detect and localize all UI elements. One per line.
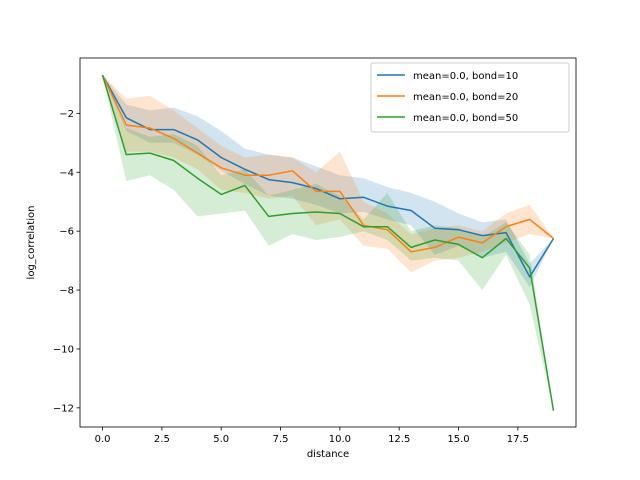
y-axis-ticks: −12 −10 −8 −6 −4 −2	[53, 109, 80, 414]
line-series-1	[101, 74, 555, 278]
confidence-bands	[102, 75, 554, 411]
x-tick-label: 7.5	[273, 434, 289, 445]
y-axis-label: log_correlation	[26, 206, 37, 280]
x-axis-ticks: 0.0 2.5 5.0 7.5 10.0 12.5 15.0 17.5	[95, 427, 529, 445]
y-tick-label: −8	[59, 286, 74, 297]
legend-label-series-1: mean=0.0, bond=10	[413, 71, 518, 82]
axes-frame	[79, 57, 577, 428]
x-axis-label: distance	[307, 449, 349, 460]
line-series-2	[101, 74, 554, 253]
x-tick-label: 2.5	[154, 434, 170, 445]
series-lines	[101, 74, 555, 411]
line-series-3	[101, 74, 555, 411]
legend-box	[370, 62, 570, 133]
y-tick-label: −6	[59, 227, 74, 238]
band-series-1	[102, 75, 554, 288]
x-tick-label: 12.5	[388, 434, 410, 445]
legend: mean=0.0, bond=10 mean=0.0, bond=20 mean=0…	[370, 62, 570, 133]
legend-label-series-3: mean=0.0, bond=50	[413, 113, 518, 124]
band-series-2	[102, 75, 554, 273]
x-tick-label: 15.0	[447, 434, 469, 445]
x-tick-label: 10.0	[329, 434, 351, 445]
x-tick-label: 5.0	[213, 434, 229, 445]
band-series-3	[102, 75, 554, 411]
y-tick-label: −4	[59, 168, 74, 179]
y-tick-label: −12	[53, 403, 74, 414]
y-tick-label: −2	[59, 109, 74, 120]
y-tick-label: −10	[53, 344, 74, 355]
legend-label-series-2: mean=0.0, bond=20	[413, 92, 518, 103]
x-tick-label: 0.0	[95, 434, 111, 445]
x-tick-label: 17.5	[507, 434, 529, 445]
